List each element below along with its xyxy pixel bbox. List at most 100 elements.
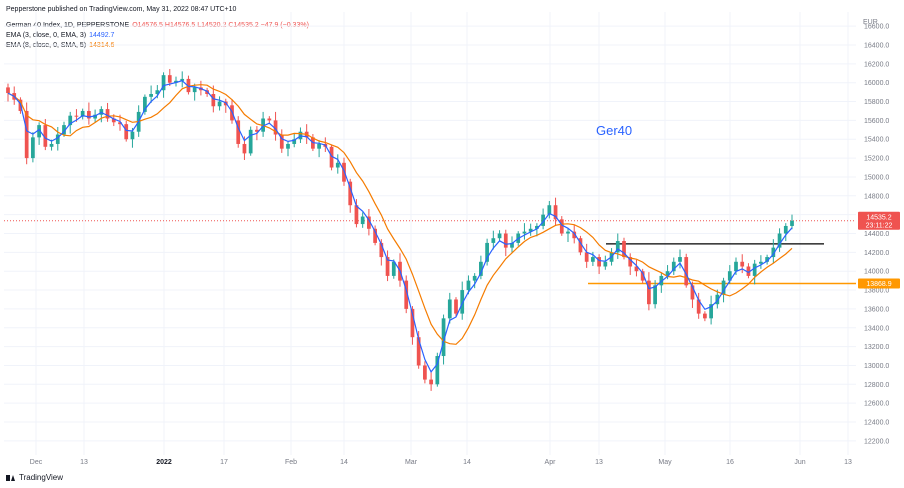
ger40-annotation[interactable]: Ger40	[596, 123, 632, 138]
time-tick-label: Feb	[285, 459, 297, 466]
ema-value: 14492.7	[89, 32, 115, 39]
candle-up	[292, 139, 297, 144]
candle-down	[696, 299, 701, 314]
candle-down	[242, 143, 247, 154]
candle-down	[416, 337, 421, 366]
candle-up	[715, 294, 720, 305]
candle-down	[124, 124, 129, 140]
candle-down	[74, 115, 79, 117]
time-tick-label: 14	[340, 459, 348, 466]
candle-down	[454, 299, 458, 314]
candle-down	[211, 94, 216, 107]
candle-down	[255, 129, 259, 132]
candle-down	[279, 134, 284, 149]
time-tick-label: 16	[726, 459, 734, 466]
currency-label: EUR	[863, 19, 878, 26]
candle-up	[441, 318, 446, 357]
candle-up	[130, 131, 135, 140]
candle-down	[273, 120, 278, 135]
candle-up	[155, 90, 160, 95]
price-tick-label: 12800.0	[864, 382, 889, 389]
candle-down	[584, 252, 589, 262]
candle-up	[547, 205, 552, 215]
candle-down	[87, 110, 91, 119]
candle-up	[62, 125, 66, 135]
support-level-tag	[858, 278, 900, 289]
candle-up	[528, 228, 533, 232]
price-tick-label: 14000.0	[864, 269, 889, 276]
time-tick-label: 13	[844, 459, 852, 466]
price-tick-label: 15200.0	[864, 156, 889, 163]
countdown-tag-value: 23:11:22	[866, 222, 893, 229]
sma-label[interactable]: EMA (8, close, 0, SMA, 5)	[6, 42, 87, 49]
candle-down	[367, 216, 371, 229]
time-tick-label: 14	[463, 459, 471, 466]
candle-down	[43, 125, 48, 147]
sma-value: 14314.6	[89, 42, 115, 49]
candle-up	[591, 257, 595, 262]
candle-up	[149, 94, 153, 97]
candle-up	[460, 290, 465, 314]
candle-down	[236, 120, 241, 144]
candle-up	[55, 134, 60, 144]
candle-down	[647, 280, 651, 305]
candle-up	[435, 356, 440, 385]
time-tick-label: Jun	[794, 459, 805, 466]
candle-down	[634, 266, 639, 272]
price-tick-label: 16200.0	[864, 61, 889, 68]
candle-up	[317, 143, 321, 149]
candle-up	[68, 115, 73, 126]
ema-line	[7, 80, 793, 374]
time-tick-label: May	[658, 459, 672, 466]
candle-up	[759, 261, 763, 264]
price-tick-label: 14800.0	[864, 193, 889, 200]
price-tick-label: 15800.0	[864, 99, 889, 106]
candle-down	[111, 118, 116, 123]
candle-up	[771, 247, 776, 258]
price-tick-label: 13600.0	[864, 306, 889, 313]
candle-down	[703, 313, 707, 319]
candle-down	[404, 280, 409, 309]
grid-lines	[4, 12, 856, 455]
candle-up	[678, 257, 682, 262]
candle-down	[690, 285, 695, 300]
candle-down	[329, 146, 334, 168]
time-tick-label: 13	[80, 459, 88, 466]
time-tick-label: 17	[220, 459, 228, 466]
candle-up	[665, 271, 670, 276]
candle-down	[740, 261, 745, 267]
time-tick-label: Dec	[30, 459, 43, 466]
candle-up	[615, 241, 620, 253]
candle-up	[472, 275, 477, 281]
candle-down	[118, 122, 122, 125]
ema-label[interactable]: EMA (3, close, 0, EMA, 3)	[6, 32, 87, 39]
footer-brand[interactable]: TradingView	[19, 473, 64, 482]
candle-up	[466, 280, 471, 291]
last-price-tag-value: 14535.2	[866, 214, 891, 221]
last-price-tag	[858, 211, 900, 230]
price-axis: 12200.0 12400.0 12600.0 12800.0 13000.0 13200…	[864, 24, 889, 446]
candle-up	[360, 216, 365, 225]
candle-down	[572, 231, 577, 239]
price-axis-area[interactable]	[858, 12, 904, 458]
candle-down	[186, 78, 191, 93]
candle-down	[628, 257, 633, 267]
price-tick-label: 16000.0	[864, 80, 889, 87]
ohlc-values: O14576.5 H14576.5 L14520.2 C14535.2 −47.…	[132, 22, 309, 29]
candle-up	[143, 96, 147, 112]
candle-up	[491, 238, 496, 243]
price-tick-label: 12600.0	[864, 401, 889, 408]
candle-down	[410, 308, 415, 338]
candle-down	[6, 87, 10, 94]
price-tick-label: 13000.0	[864, 363, 889, 370]
candle-up	[31, 137, 35, 159]
time-tick-label: 2022	[156, 459, 172, 466]
candle-down	[379, 242, 384, 258]
price-tick-label: 15000.0	[864, 174, 889, 181]
symbol-label[interactable]: German 40 Index, 1D, PEPPERSTONE	[6, 22, 130, 29]
candle-up	[447, 299, 452, 319]
candle-up	[566, 231, 570, 234]
candle-down	[503, 233, 508, 248]
candle-down	[348, 181, 353, 206]
